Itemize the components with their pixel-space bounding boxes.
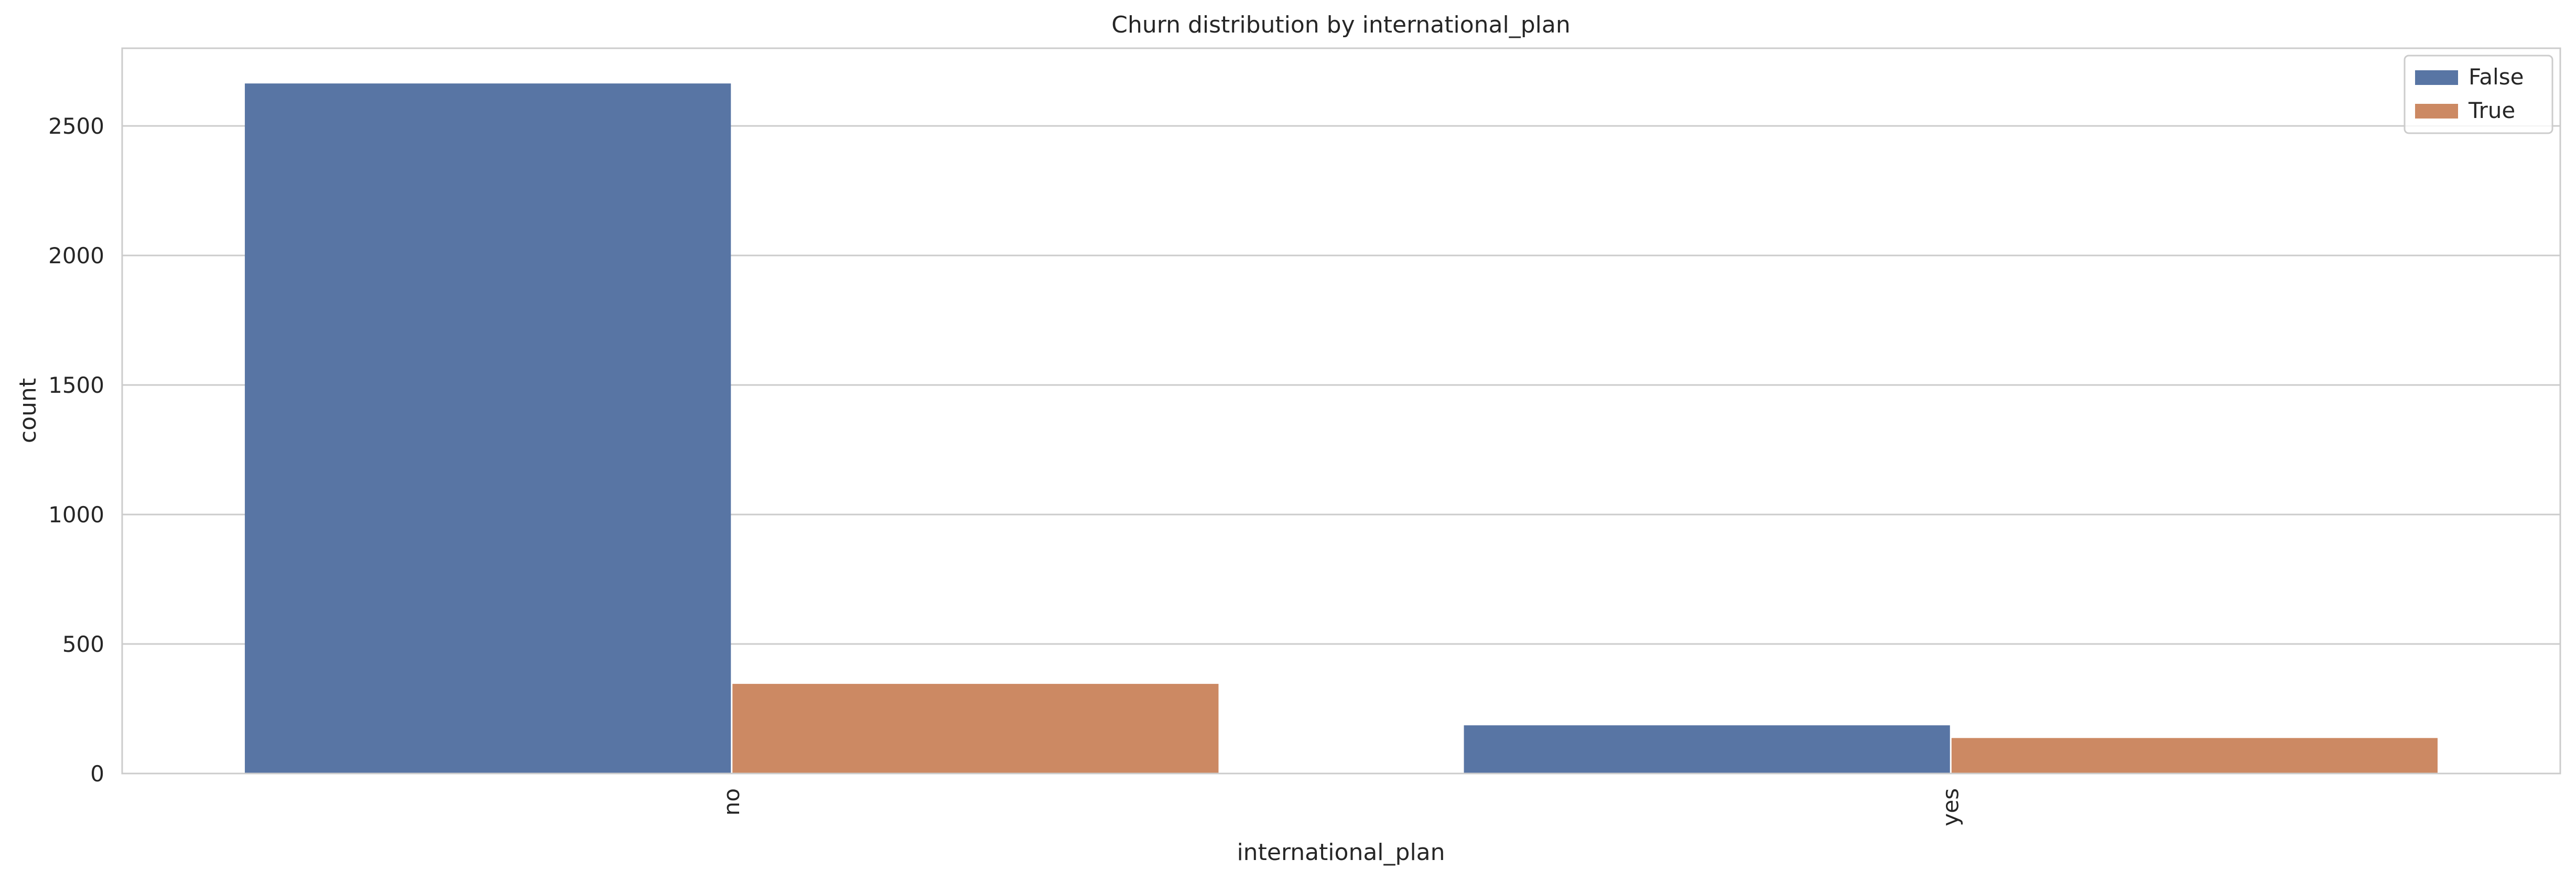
chart-title: Churn distribution by international_plan — [1111, 12, 1570, 38]
bar-no-true — [732, 684, 1219, 773]
bar-yes-true — [1951, 738, 2438, 773]
legend-label: False — [2469, 64, 2524, 90]
legend-swatch-true — [2415, 104, 2458, 119]
x-tick-label: no — [719, 788, 744, 815]
y-axis-label: count — [15, 378, 41, 443]
plot-frame — [121, 47, 2561, 775]
bar-no-false — [245, 83, 731, 773]
y-tick-label: 2000 — [48, 243, 104, 268]
y-tick-label: 2500 — [48, 113, 104, 139]
y-tick-label: 500 — [62, 631, 104, 657]
x-tick-label: yes — [1938, 788, 1963, 826]
legend-swatch-false — [2415, 70, 2458, 85]
y-axis-ticks: 0 500 1000 1500 2000 2500 — [48, 113, 104, 787]
y-tick-label: 1500 — [48, 372, 104, 398]
y-tick-label: 1000 — [48, 502, 104, 528]
x-axis-label: international_plan — [1237, 839, 1445, 866]
y-tick-label: 0 — [90, 761, 104, 787]
legend-label: True — [2468, 98, 2515, 123]
legend: False True — [2404, 55, 2553, 134]
bar-yes-false — [1464, 725, 1950, 773]
x-axis-ticks: no yes — [719, 788, 1964, 826]
bars — [245, 83, 2438, 773]
